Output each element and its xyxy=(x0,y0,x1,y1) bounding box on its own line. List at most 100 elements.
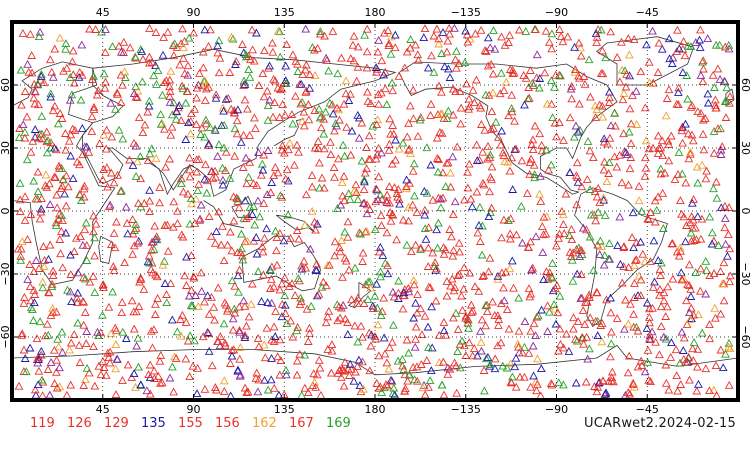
observation-marker xyxy=(176,39,186,48)
observation-marker xyxy=(670,174,680,183)
observation-marker xyxy=(464,323,473,332)
observation-marker xyxy=(494,321,503,329)
observation-marker xyxy=(62,171,71,180)
observation-marker xyxy=(176,116,186,124)
observation-marker xyxy=(553,308,563,317)
observation-marker xyxy=(125,155,134,164)
observation-marker xyxy=(448,251,458,260)
observation-marker xyxy=(151,299,160,308)
observation-marker xyxy=(20,292,29,301)
observation-marker xyxy=(537,305,546,314)
observation-marker xyxy=(525,292,535,301)
observation-marker xyxy=(436,109,446,118)
observation-marker xyxy=(716,345,726,354)
observation-marker xyxy=(366,283,376,292)
observation-marker xyxy=(657,258,666,267)
observation-marker xyxy=(47,282,57,291)
observation-marker xyxy=(200,25,210,34)
observation-marker xyxy=(371,154,381,163)
observation-marker xyxy=(712,193,722,202)
observation-marker xyxy=(693,107,703,116)
observation-marker xyxy=(184,118,193,127)
observation-marker xyxy=(330,237,340,246)
observation-marker xyxy=(284,145,293,154)
observation-marker xyxy=(632,120,642,128)
observation-marker xyxy=(251,123,260,132)
observation-marker xyxy=(692,162,702,171)
observation-marker xyxy=(686,228,696,237)
observation-marker xyxy=(275,285,285,294)
observation-marker xyxy=(231,60,240,68)
observation-marker xyxy=(708,70,718,79)
observation-marker xyxy=(155,182,165,191)
observation-marker xyxy=(145,196,155,205)
observation-marker xyxy=(292,226,302,234)
observation-marker xyxy=(559,219,568,228)
observation-marker xyxy=(69,247,79,255)
observation-marker xyxy=(443,36,453,45)
observation-marker xyxy=(523,94,533,103)
observation-marker xyxy=(186,301,196,310)
observation-marker xyxy=(233,366,243,375)
observation-marker xyxy=(524,284,534,293)
observation-marker xyxy=(277,192,287,201)
observation-marker xyxy=(35,317,45,326)
observation-marker xyxy=(301,24,311,33)
observation-marker xyxy=(105,358,115,367)
observation-marker xyxy=(158,260,168,269)
observation-marker xyxy=(145,149,155,158)
observation-marker xyxy=(355,381,365,390)
observation-marker xyxy=(54,161,64,170)
observation-marker xyxy=(505,166,515,175)
observation-marker xyxy=(483,352,493,361)
observation-marker xyxy=(637,361,647,370)
observation-marker xyxy=(106,168,116,177)
observation-marker xyxy=(376,190,385,199)
observation-marker xyxy=(221,166,230,174)
observation-marker xyxy=(160,124,169,133)
observation-marker xyxy=(615,150,624,159)
observation-marker xyxy=(200,76,210,85)
observation-marker xyxy=(394,71,404,80)
observation-marker xyxy=(145,389,155,398)
observation-marker xyxy=(33,187,43,196)
observation-marker xyxy=(18,28,28,37)
observation-marker xyxy=(114,125,124,134)
observation-marker xyxy=(40,331,50,340)
observation-marker xyxy=(414,55,423,64)
observation-marker xyxy=(75,160,84,169)
observation-marker xyxy=(155,356,165,365)
observation-marker xyxy=(132,93,142,102)
observation-marker xyxy=(626,299,635,308)
observation-marker xyxy=(636,67,646,76)
observation-marker xyxy=(23,59,32,68)
observation-marker xyxy=(15,124,24,132)
observation-marker xyxy=(269,322,279,331)
observation-marker xyxy=(724,380,734,389)
observation-marker xyxy=(262,86,272,95)
observation-marker xyxy=(454,238,464,247)
observation-marker xyxy=(585,146,595,155)
observation-marker xyxy=(273,352,282,361)
observation-marker xyxy=(650,217,660,226)
observation-marker xyxy=(555,291,565,300)
observation-marker xyxy=(31,256,41,264)
observation-marker xyxy=(152,79,161,88)
observation-marker xyxy=(153,371,163,380)
observation-marker xyxy=(520,372,529,381)
observation-marker xyxy=(211,90,221,99)
observation-marker xyxy=(697,328,707,337)
observation-marker xyxy=(201,115,211,124)
observation-marker xyxy=(108,42,117,51)
observation-marker xyxy=(29,176,39,185)
observation-marker xyxy=(472,75,481,84)
observation-marker xyxy=(313,144,323,153)
observation-marker xyxy=(673,25,682,34)
observation-marker xyxy=(145,58,154,67)
observation-marker xyxy=(455,269,464,278)
observation-marker xyxy=(521,26,531,35)
observation-marker xyxy=(52,203,62,212)
observation-marker xyxy=(185,172,195,181)
observation-marker xyxy=(40,255,49,264)
observation-marker xyxy=(412,362,422,371)
